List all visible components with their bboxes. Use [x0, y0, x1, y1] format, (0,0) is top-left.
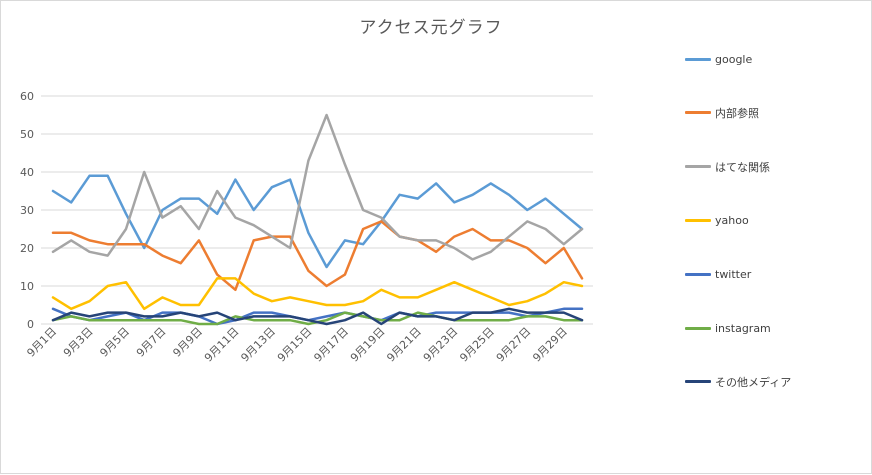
x-tick-label: 9月15日 [275, 325, 315, 365]
series-line-6 [51, 307, 584, 326]
x-tick-label: 9月19日 [348, 325, 388, 365]
x-tick-label: 9月3日 [61, 325, 96, 360]
x-tick-label: 9月21日 [384, 325, 424, 365]
legend-item: instagram [685, 318, 771, 338]
x-tick-label: 9月9日 [170, 325, 205, 360]
series-line-1 [51, 220, 584, 292]
series-lines [51, 113, 584, 326]
y-tick-label: 60 [20, 90, 34, 103]
legend-label: 内部参照 [715, 106, 759, 120]
legend-swatch [685, 218, 711, 222]
legend: google 内部参照はてな関係 yahoo twitter instagram その他メ… [685, 43, 865, 403]
legend-item: その他メディア [685, 372, 791, 392]
legend-swatch [685, 111, 711, 115]
x-tick-label: 9月29日 [530, 325, 570, 365]
legend-label: twitter [715, 267, 752, 281]
y-tick-label: 0 [27, 318, 34, 331]
x-tick-label: 9月23日 [421, 325, 461, 365]
x-tick-label: 9月7日 [134, 325, 169, 360]
legend-label: yahoo [715, 213, 749, 227]
legend-item: google [685, 49, 752, 69]
legend-swatch [685, 57, 711, 61]
x-axis-ticks: 9月1日 9月3日 9月5日 9月7日 9月9日9月11日9月13日9月15日9月17日… [24, 325, 569, 365]
y-tick-label: 50 [20, 128, 34, 141]
legend-swatch [685, 165, 711, 169]
legend-swatch [685, 380, 711, 384]
series-line-3 [51, 277, 584, 311]
y-tick-label: 10 [20, 280, 34, 293]
x-tick-label: 9月17日 [311, 325, 351, 365]
chart-title: アクセス元グラフ [359, 18, 503, 38]
y-tick-label: 30 [20, 204, 34, 217]
y-tick-label: 20 [20, 242, 34, 255]
legend-item: はてな関係 [685, 157, 770, 177]
x-tick-label: 9月11日 [202, 325, 242, 365]
y-tick-label: 40 [20, 166, 34, 179]
x-tick-label: 9月25日 [457, 325, 497, 365]
legend-item: twitter [685, 264, 751, 284]
x-tick-label: 9月13日 [238, 325, 278, 365]
x-tick-label: 9月27日 [494, 325, 534, 365]
legend-label: その他メディア [715, 375, 792, 389]
series-line-2 [51, 113, 584, 261]
legend-item: 内部参照 [685, 103, 759, 123]
legend-swatch [685, 326, 711, 330]
legend-label: instagram [715, 321, 771, 335]
legend-label: google [715, 52, 753, 66]
legend-label: はてな関係 [715, 160, 770, 174]
x-tick-label: 9月5日 [97, 325, 132, 360]
series-line-0 [51, 174, 584, 269]
legend-item: yahoo [685, 210, 749, 230]
legend-swatch [685, 272, 711, 276]
y-axis-ticks: 0 10 20 30 40 50 60 [20, 90, 34, 331]
